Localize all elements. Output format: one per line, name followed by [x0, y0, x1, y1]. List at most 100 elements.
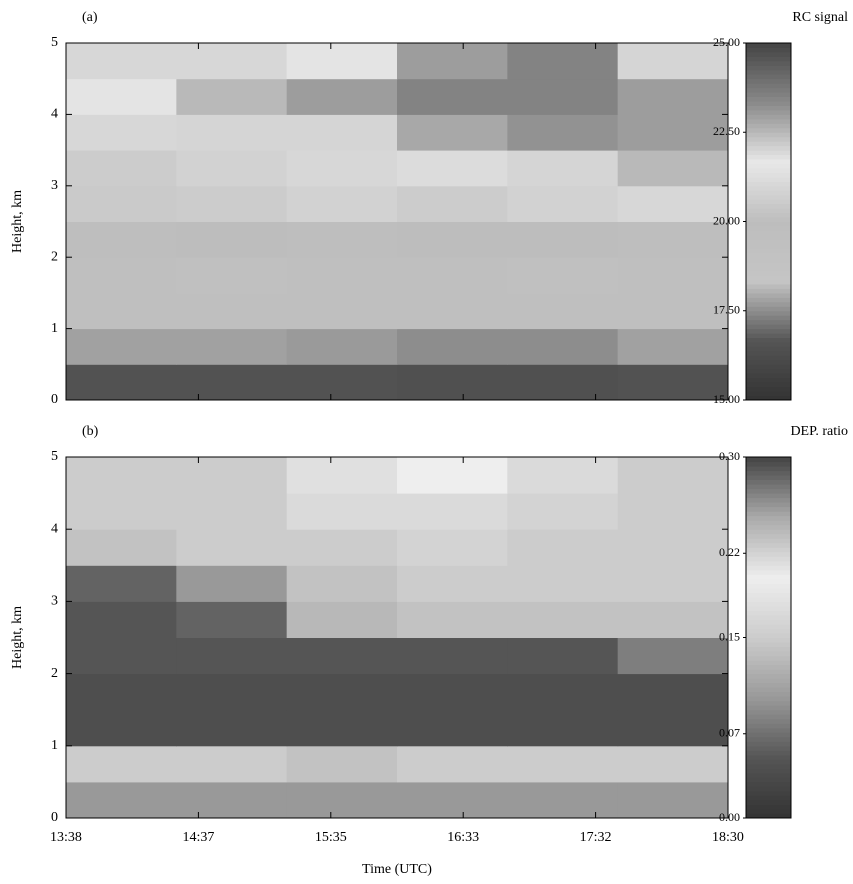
colorbar-swatch [746, 542, 791, 548]
heatmap-cell [617, 114, 729, 151]
colorbar-swatch [746, 700, 791, 706]
colorbar-swatch [746, 799, 791, 805]
colorbar-swatch [746, 87, 791, 93]
colorbar-tick-label: 0.00 [719, 810, 740, 824]
heatmap-cell [176, 150, 288, 187]
heatmap-cell [507, 457, 619, 494]
colorbar-tick-label: 25.00 [713, 35, 740, 49]
heatmap-cell [66, 673, 177, 711]
heatmap-cell [66, 150, 177, 187]
heatmap-cell [397, 328, 508, 365]
heatmap-cell [397, 709, 508, 747]
colorbar-swatch [746, 642, 791, 648]
heatmap-cell [617, 150, 729, 187]
colorbar-swatch [746, 283, 791, 289]
heatmap-cell [176, 781, 288, 819]
colorbar-swatch [746, 239, 791, 245]
colorbar-swatch [746, 43, 791, 48]
heatmap-cell [507, 150, 619, 187]
colorbar-swatch [746, 623, 791, 629]
heatmap-cell [286, 185, 398, 222]
heatmap-cell [397, 745, 508, 783]
panel-title: (b) [82, 424, 99, 439]
heatmap-cell [66, 529, 177, 566]
colorbar-swatch [746, 395, 791, 401]
colorbar-swatch [746, 279, 791, 285]
colorbar-swatch [746, 664, 791, 670]
colorbar-swatch [746, 736, 791, 742]
heatmap-cell [507, 745, 619, 783]
colorbar-swatch [746, 163, 791, 169]
heatmap-cell [66, 364, 177, 401]
colorbar-swatch [746, 556, 791, 562]
colorbar-swatch [746, 355, 791, 361]
colorbar-swatch [746, 181, 791, 187]
heatmap-cell [66, 565, 177, 602]
colorbar-swatch [746, 346, 791, 352]
heatmap-cell [617, 601, 729, 638]
colorbar-swatch [746, 118, 791, 124]
heatmap-cell [66, 185, 177, 222]
colorbar-swatch [746, 750, 791, 756]
colorbar-swatch [746, 479, 791, 485]
colorbar-swatch [746, 533, 791, 539]
colorbar-swatch [746, 475, 791, 481]
colorbar-swatch [746, 105, 791, 111]
x-tick-label: 14:37 [182, 830, 214, 845]
x-tick-label: 17:32 [580, 830, 612, 845]
colorbar-swatch [746, 310, 791, 316]
heatmap-cell [617, 709, 729, 747]
colorbar-swatch [746, 364, 791, 370]
heatmap-cell [176, 364, 288, 401]
heatmap-cell [507, 529, 619, 566]
colorbar-swatch [746, 790, 791, 796]
colorbar-swatch [746, 551, 791, 557]
heatmap-cell [176, 673, 288, 711]
heatmap-cell [617, 745, 729, 783]
colorbar-swatch [746, 190, 791, 196]
heatmap-cell [507, 114, 619, 151]
heatmap-cell [397, 781, 508, 819]
colorbar-swatch [746, 136, 791, 142]
heatmap-cell [66, 745, 177, 783]
heatmap-cell [66, 457, 177, 494]
heatmap-cell [397, 364, 508, 401]
plot-frame [65, 456, 729, 819]
colorbar-swatch [746, 306, 791, 312]
heatmap-cell [176, 257, 288, 294]
heatmap-cell [397, 114, 508, 151]
colorbar-label: RC signal [792, 10, 848, 25]
panel-title: (a) [82, 10, 98, 25]
y-axis-label: Height, km [10, 190, 25, 253]
heatmap-cell [286, 221, 398, 258]
heatmap-cell [286, 745, 398, 783]
colorbar-swatch [746, 560, 791, 566]
colorbar-tick-label: 0.07 [719, 726, 740, 740]
colorbar-swatch [746, 723, 791, 729]
colorbar-tick-label: 20.00 [713, 213, 740, 227]
colorbar-swatch [746, 587, 791, 593]
colorbar-tick-label: 0.22 [719, 545, 740, 559]
colorbar-swatch [746, 461, 791, 467]
colorbar-swatch [746, 808, 791, 814]
colorbar-swatch [746, 132, 791, 138]
heatmap-cell [617, 43, 729, 80]
colorbar-swatch [746, 373, 791, 379]
heatmap-cell [617, 781, 729, 819]
y-axis-label: Height, km [10, 606, 25, 669]
x-tick-label: 15:35 [315, 830, 347, 845]
heatmap-cell [617, 257, 729, 294]
colorbar-swatch [746, 324, 791, 330]
colorbar-swatch [746, 65, 791, 71]
colorbar-swatch [746, 69, 791, 75]
colorbar-swatch [746, 176, 791, 182]
heatmap-cell [286, 43, 398, 80]
colorbar-swatch [746, 524, 791, 530]
heatmap-cell [507, 185, 619, 222]
colorbar-swatch [746, 92, 791, 98]
colorbar-swatch [746, 709, 791, 715]
colorbar-swatch [746, 337, 791, 343]
colorbar-swatch [746, 718, 791, 724]
colorbar-swatch [746, 520, 791, 526]
